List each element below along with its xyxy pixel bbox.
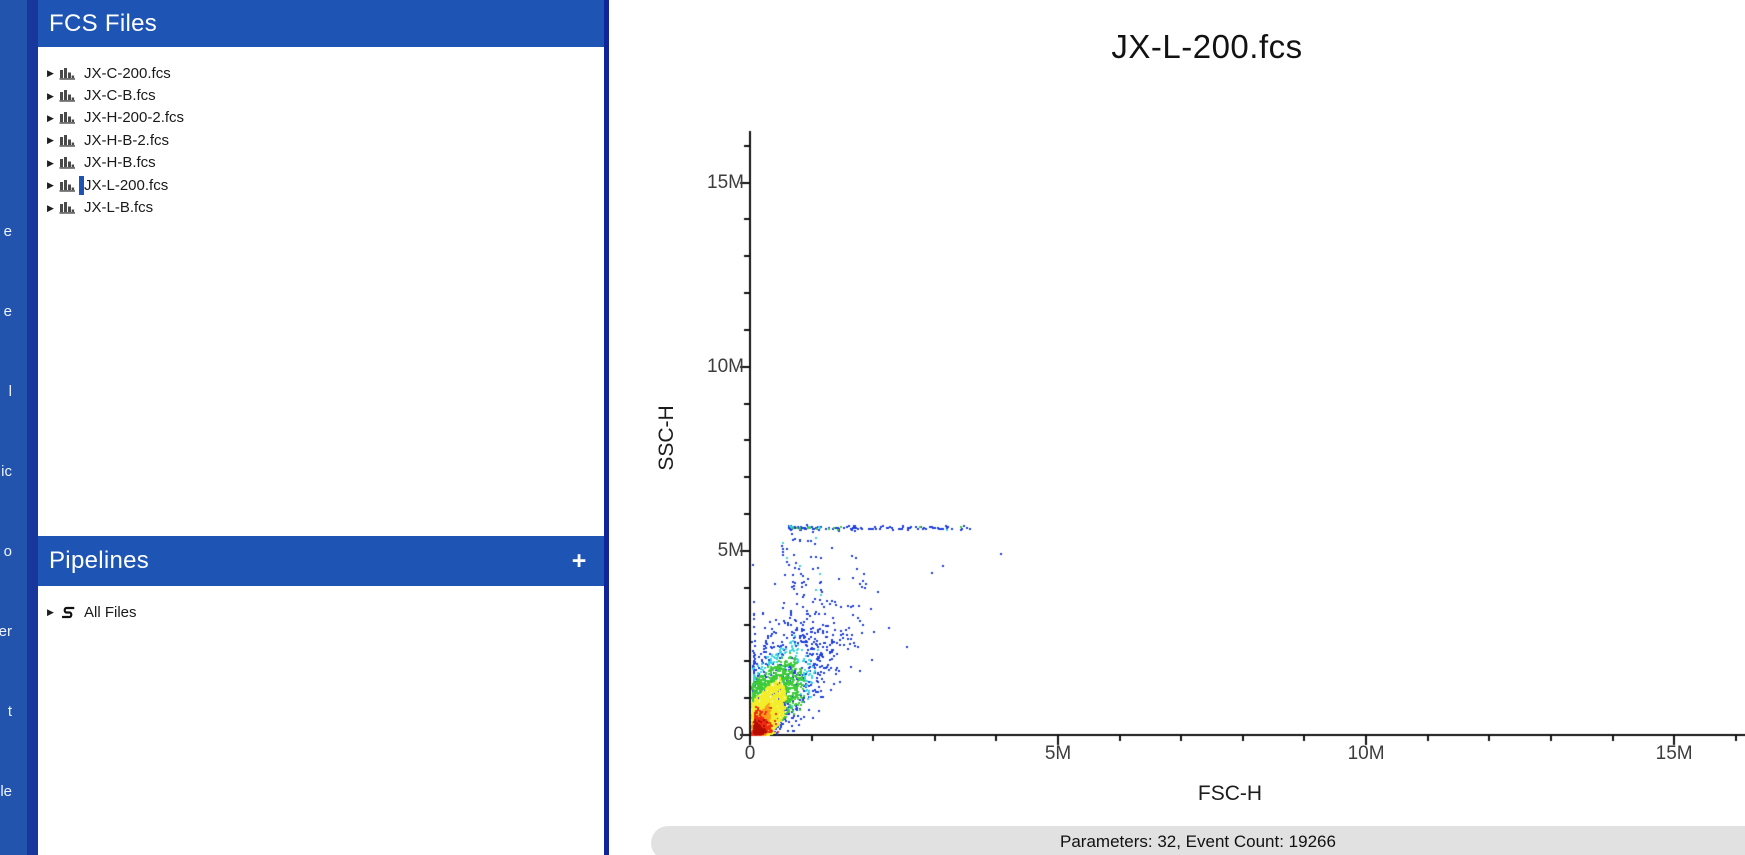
rail-menu-item-fragment[interactable]: er: [0, 623, 12, 640]
pipeline-row[interactable]: ▶ All Files: [38, 600, 604, 624]
plot-status-bar: Parameters: 32, Event Count: 19266: [651, 826, 1745, 855]
expand-caret-icon[interactable]: ▶: [47, 157, 54, 168]
fcs-file-row[interactable]: ▶ JX-L-B.fcs: [38, 196, 604, 218]
selection-cursor: [79, 175, 84, 195]
left-rail-menu: e e l ic o er t le: [0, 0, 27, 855]
pipeline-list: ▶ All Files: [38, 600, 604, 624]
fcs-file-tree: ▶ JX-C-200.fcs ▶ JX-C-B.fcs ▶ JX-H-200-2.fcs ▶…: [38, 62, 604, 219]
fcs-file-row[interactable]: ▶ JX-H-B.fcs: [38, 152, 604, 174]
pipeline-icon: [62, 606, 75, 618]
fcs-file-name: JX-C-200.fcs: [84, 64, 171, 82]
expand-caret-icon[interactable]: ▶: [47, 135, 54, 146]
add-pipeline-button[interactable]: +: [571, 547, 587, 575]
expand-caret-icon[interactable]: ▶: [47, 180, 54, 191]
rail-menu-item-fragment[interactable]: ic: [1, 463, 12, 480]
histogram-file-icon: [59, 90, 75, 102]
pipelines-header-label: Pipelines: [49, 547, 150, 574]
fcs-file-row[interactable]: ▶ JX-H-200-2.fcs: [38, 107, 604, 129]
fcs-file-name: JX-C-B.fcs: [84, 87, 156, 105]
histogram-file-icon: [59, 112, 75, 125]
fcs-files-header: FCS Files: [38, 0, 604, 47]
fcs-file-row[interactable]: ▶ JX-L-200.fcs: [38, 174, 604, 196]
rail-menu-item-fragment[interactable]: e: [3, 223, 12, 240]
plot-status-text: Parameters: 32, Event Count: 19266: [1060, 832, 1336, 851]
pipeline-name: All Files: [84, 603, 137, 621]
rail-menu-item-fragment[interactable]: le: [0, 783, 12, 800]
expand-caret-icon[interactable]: ▶: [47, 90, 54, 101]
expand-caret-icon[interactable]: ▶: [47, 112, 54, 123]
panel-right-border: [604, 0, 609, 855]
rail-menu-item-fragment[interactable]: t: [7, 703, 12, 720]
fcs-file-row[interactable]: ▶ JX-H-B-2.fcs: [38, 129, 604, 151]
histogram-file-icon: [59, 179, 75, 192]
fcs-file-name: JX-H-B.fcs: [84, 154, 156, 172]
expand-caret-icon[interactable]: ▶: [47, 68, 54, 79]
fcs-file-name: JX-L-200.fcs: [84, 176, 169, 194]
histogram-file-icon: [59, 202, 75, 214]
histogram-file-icon: [59, 134, 75, 147]
fcs-file-row[interactable]: ▶ JX-C-200.fcs: [38, 62, 604, 84]
rail-menu-item-fragment[interactable]: o: [3, 543, 12, 560]
fcs-files-header-label: FCS Files: [49, 9, 158, 37]
fcs-file-name: JX-H-B-2.fcs: [84, 131, 170, 149]
rail-menu-item-fragment[interactable]: e: [3, 303, 12, 320]
rail-menu-item-fragment[interactable]: l: [8, 383, 12, 400]
fcs-file-row[interactable]: ▶ JX-C-B.fcs: [38, 84, 604, 106]
histogram-file-icon: [59, 157, 75, 169]
histogram-file-icon: [59, 67, 75, 80]
expand-caret-icon[interactable]: ▶: [47, 607, 54, 617]
file-panel: FCS Files ▶ JX-C-200.fcs ▶ JX-C-B.fcs ▶ JX-H-…: [38, 0, 604, 855]
expand-caret-icon[interactable]: ▶: [47, 202, 54, 213]
fcs-file-name: JX-L-B.fcs: [84, 199, 154, 217]
fcs-file-name: JX-H-200-2.fcs: [84, 109, 185, 127]
rail-divider: [27, 0, 38, 855]
pipelines-header: Pipelines +: [38, 536, 604, 586]
